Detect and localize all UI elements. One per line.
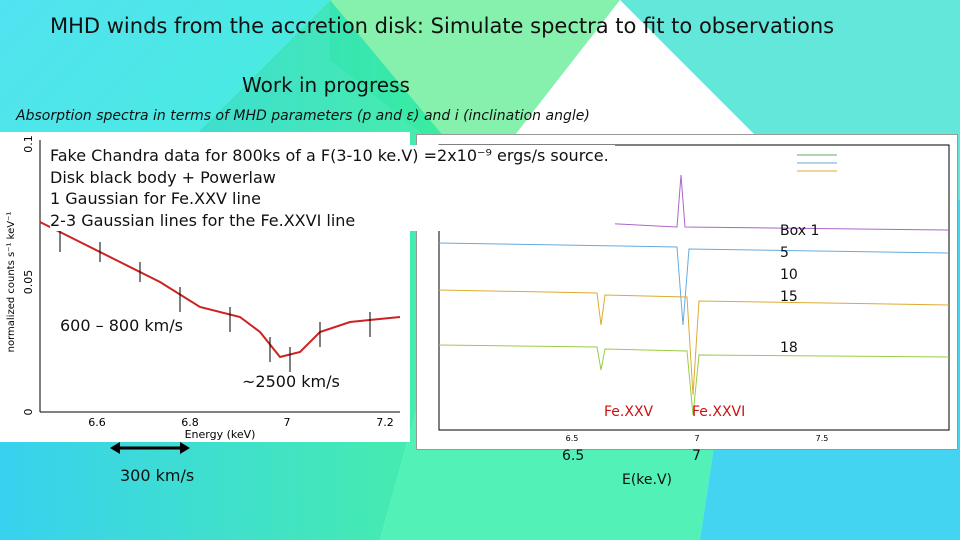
y-tick-label: 0 bbox=[22, 409, 35, 416]
line-label: Fe.XXVI bbox=[692, 404, 746, 420]
x-tick-label: 6.8 bbox=[181, 416, 199, 429]
y-axis-label: normalized counts s⁻¹ keV⁻¹ bbox=[6, 212, 17, 353]
x-tick-label: 6.5 bbox=[566, 434, 579, 443]
scale-arrow bbox=[110, 442, 190, 454]
note: 1 Gaussian for Fe.XXV line bbox=[50, 189, 261, 208]
note: 2-3 Gaussian lines for the Fe.XXVI line bbox=[50, 210, 356, 230]
y-tick-label: 0.1 bbox=[22, 135, 35, 153]
box-label: Box 1 bbox=[780, 223, 820, 239]
box-label: 18 bbox=[780, 340, 798, 356]
x-tick-label: 7 bbox=[694, 434, 699, 443]
x-axis-label: Energy (keV) bbox=[185, 428, 256, 441]
title: MHD winds from the accretion disk: Simul… bbox=[50, 14, 835, 38]
box-label: 10 bbox=[780, 267, 798, 283]
subtitle: Work in progress bbox=[242, 73, 410, 97]
energy-label: 7 bbox=[692, 448, 701, 464]
energy-label: 6.5 bbox=[562, 448, 585, 464]
note: Fake Chandra data for 800ks of a F(3-10 … bbox=[50, 146, 609, 165]
box-labels: Box 1 5 10 15 bbox=[780, 220, 819, 308]
axis-label: E(ke.V) bbox=[622, 472, 673, 488]
note: Disk black body + Powerlaw bbox=[50, 167, 276, 187]
annotation: 300 km/s bbox=[120, 466, 195, 485]
x-tick-label: 7.5 bbox=[816, 434, 829, 443]
box-label: 15 bbox=[780, 289, 798, 305]
annotation: ~2500 km/s bbox=[242, 372, 340, 391]
y-tick-label: 0.05 bbox=[22, 270, 35, 295]
heading: Absorption spectra in terms of MHD param… bbox=[16, 108, 590, 124]
x-tick-label: 6.6 bbox=[88, 416, 106, 429]
x-tick-label: 7.2 bbox=[376, 416, 394, 429]
x-tick-label: 7 bbox=[284, 416, 291, 429]
line-label: Fe.XXV bbox=[604, 404, 654, 420]
notes: Fake Chandra data for 800ks of a F(3-10 … bbox=[50, 145, 615, 231]
annotation: 600 – 800 km/s bbox=[60, 316, 183, 335]
box-label: 5 bbox=[780, 245, 789, 261]
